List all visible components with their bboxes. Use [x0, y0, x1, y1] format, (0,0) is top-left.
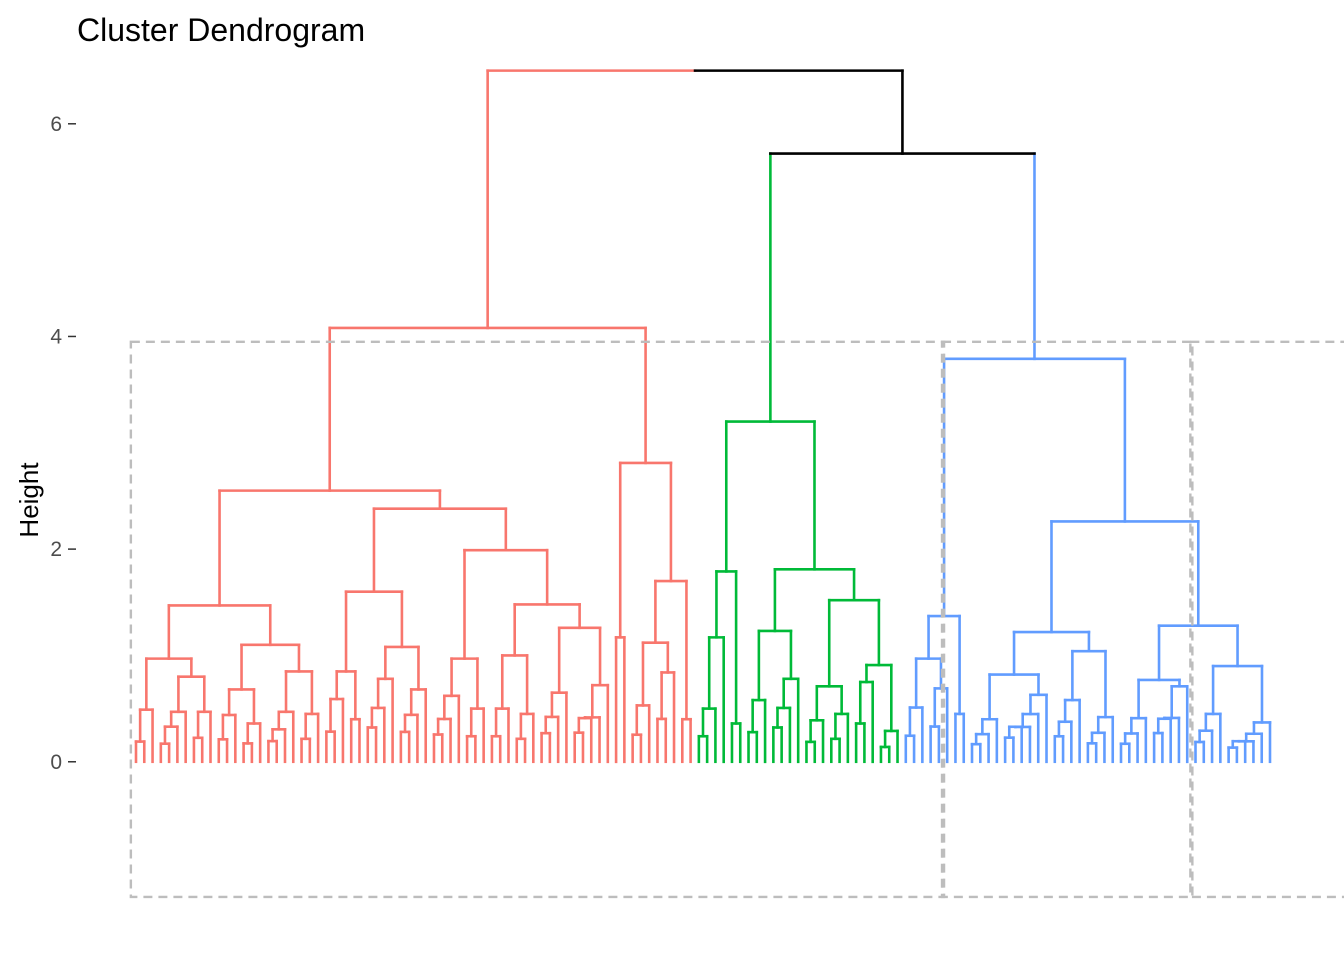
y-axis-label: Height: [14, 462, 44, 538]
y-tick-label: 2: [50, 538, 62, 561]
y-tick-label: 0: [50, 751, 62, 774]
dendrogram-branches: [134, 69, 1272, 764]
y-axis: 0 2 4 6: [50, 113, 76, 774]
y-tick-label: 6: [50, 113, 62, 136]
cluster-box: [129, 340, 946, 899]
cluster-box: [1189, 340, 1344, 899]
chart-title: Cluster Dendrogram: [77, 12, 365, 48]
cluster-box: [940, 340, 1194, 899]
y-tick-label: 4: [50, 325, 62, 348]
cluster-boxes: [129, 340, 1344, 899]
